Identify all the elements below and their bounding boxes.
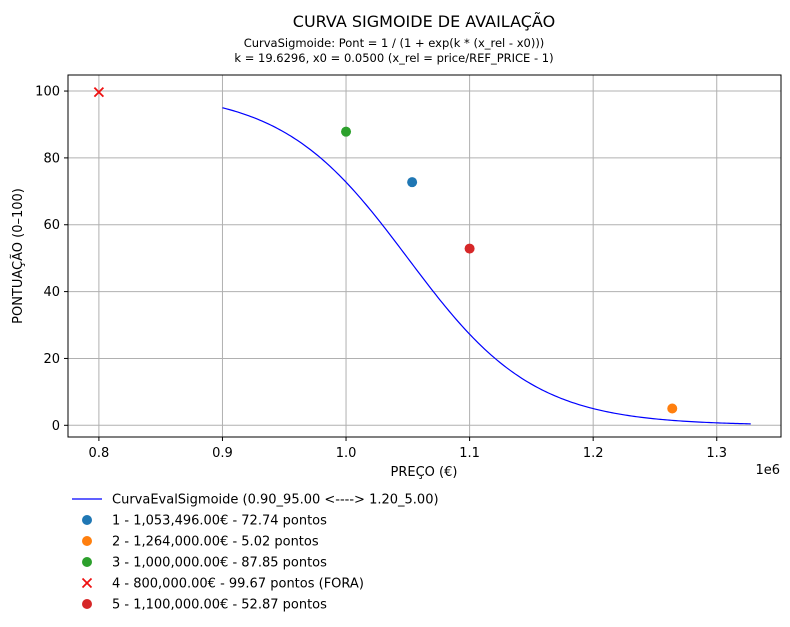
- legend-point-swatch-5: [82, 599, 92, 609]
- legend: CurvaEvalSigmoide (0.90_95.00 <----> 1.2…: [72, 493, 439, 613]
- data-point-3: [341, 126, 352, 137]
- plot-frame: [67, 74, 782, 438]
- x-tick-label: 1.1: [459, 446, 480, 461]
- legend-point-swatch-1: [82, 515, 92, 525]
- y-tick-label: 20: [43, 352, 60, 367]
- data-point-2: [667, 403, 678, 414]
- y-tick-label: 60: [43, 218, 60, 233]
- legend-point-label-3: 3 - 1,000,000.00€ - 87.85 pontos: [112, 556, 327, 571]
- legend-point-swatch-4: [81, 577, 93, 589]
- y-tick-label: 80: [43, 151, 60, 166]
- legend-point-label-1: 1 - 1,053,496.00€ - 72.74 pontos: [112, 514, 327, 529]
- legend-point-label-5: 5 - 1,100,000.00€ - 52.87 pontos: [112, 598, 327, 613]
- x-axis-label: PREÇO (€): [391, 465, 458, 480]
- data-point-4-stroke: [93, 87, 105, 98]
- sigmoid-curve-line: [222, 107, 751, 425]
- chart-title: CURVA SIGMOIDE DE AVAILAÇÃO: [293, 12, 555, 31]
- points-layer: [93, 87, 678, 414]
- x-tick-label: 0.9: [212, 446, 233, 461]
- data-point-1: [407, 177, 418, 188]
- data-point-5: [464, 243, 475, 254]
- x-tick-label: 0.8: [89, 446, 110, 461]
- curve-layer: [222, 107, 751, 425]
- chart-subtitle-line-2: k = 19.6296, x0 = 0.0500 (x_rel = price/…: [234, 51, 553, 65]
- y-axis-ticks: 0 20 40 60 80 100: [35, 85, 68, 434]
- legend-curve-label: CurvaEvalSigmoide (0.90_95.00 <----> 1.2…: [112, 493, 439, 508]
- legend-point-swatch-4-stroke: [81, 577, 93, 589]
- legend-point-swatch-3: [82, 557, 92, 567]
- chart-subtitle-line-1: CurvaSigmoide: Pont = 1 / (1 + exp(k * (…: [244, 36, 545, 50]
- data-point-4: [93, 87, 105, 98]
- legend-point-label-4: 4 - 800,000.00€ - 99.67 pontos (FORA): [112, 577, 364, 592]
- x-axis-ticks: 0.8 0.9 1.0 1.1 1.2 1.3: [89, 437, 727, 461]
- legend-point-swatch-2: [82, 536, 92, 546]
- x-tick-label: 1.3: [706, 446, 727, 461]
- y-tick-label: 100: [35, 85, 60, 100]
- x-tick-label: 1.0: [336, 446, 357, 461]
- grid-lines: [68, 75, 781, 437]
- x-tick-label: 1.2: [583, 446, 604, 461]
- x-axis-offset: 1e6: [755, 463, 780, 478]
- legend-point-label-2: 2 - 1,264,000.00€ - 5.02 pontos: [112, 535, 319, 550]
- y-axis-label: PONTUAÇÃO (0–100): [10, 188, 26, 324]
- y-tick-label: 0: [52, 419, 60, 434]
- y-tick-label: 40: [43, 285, 60, 300]
